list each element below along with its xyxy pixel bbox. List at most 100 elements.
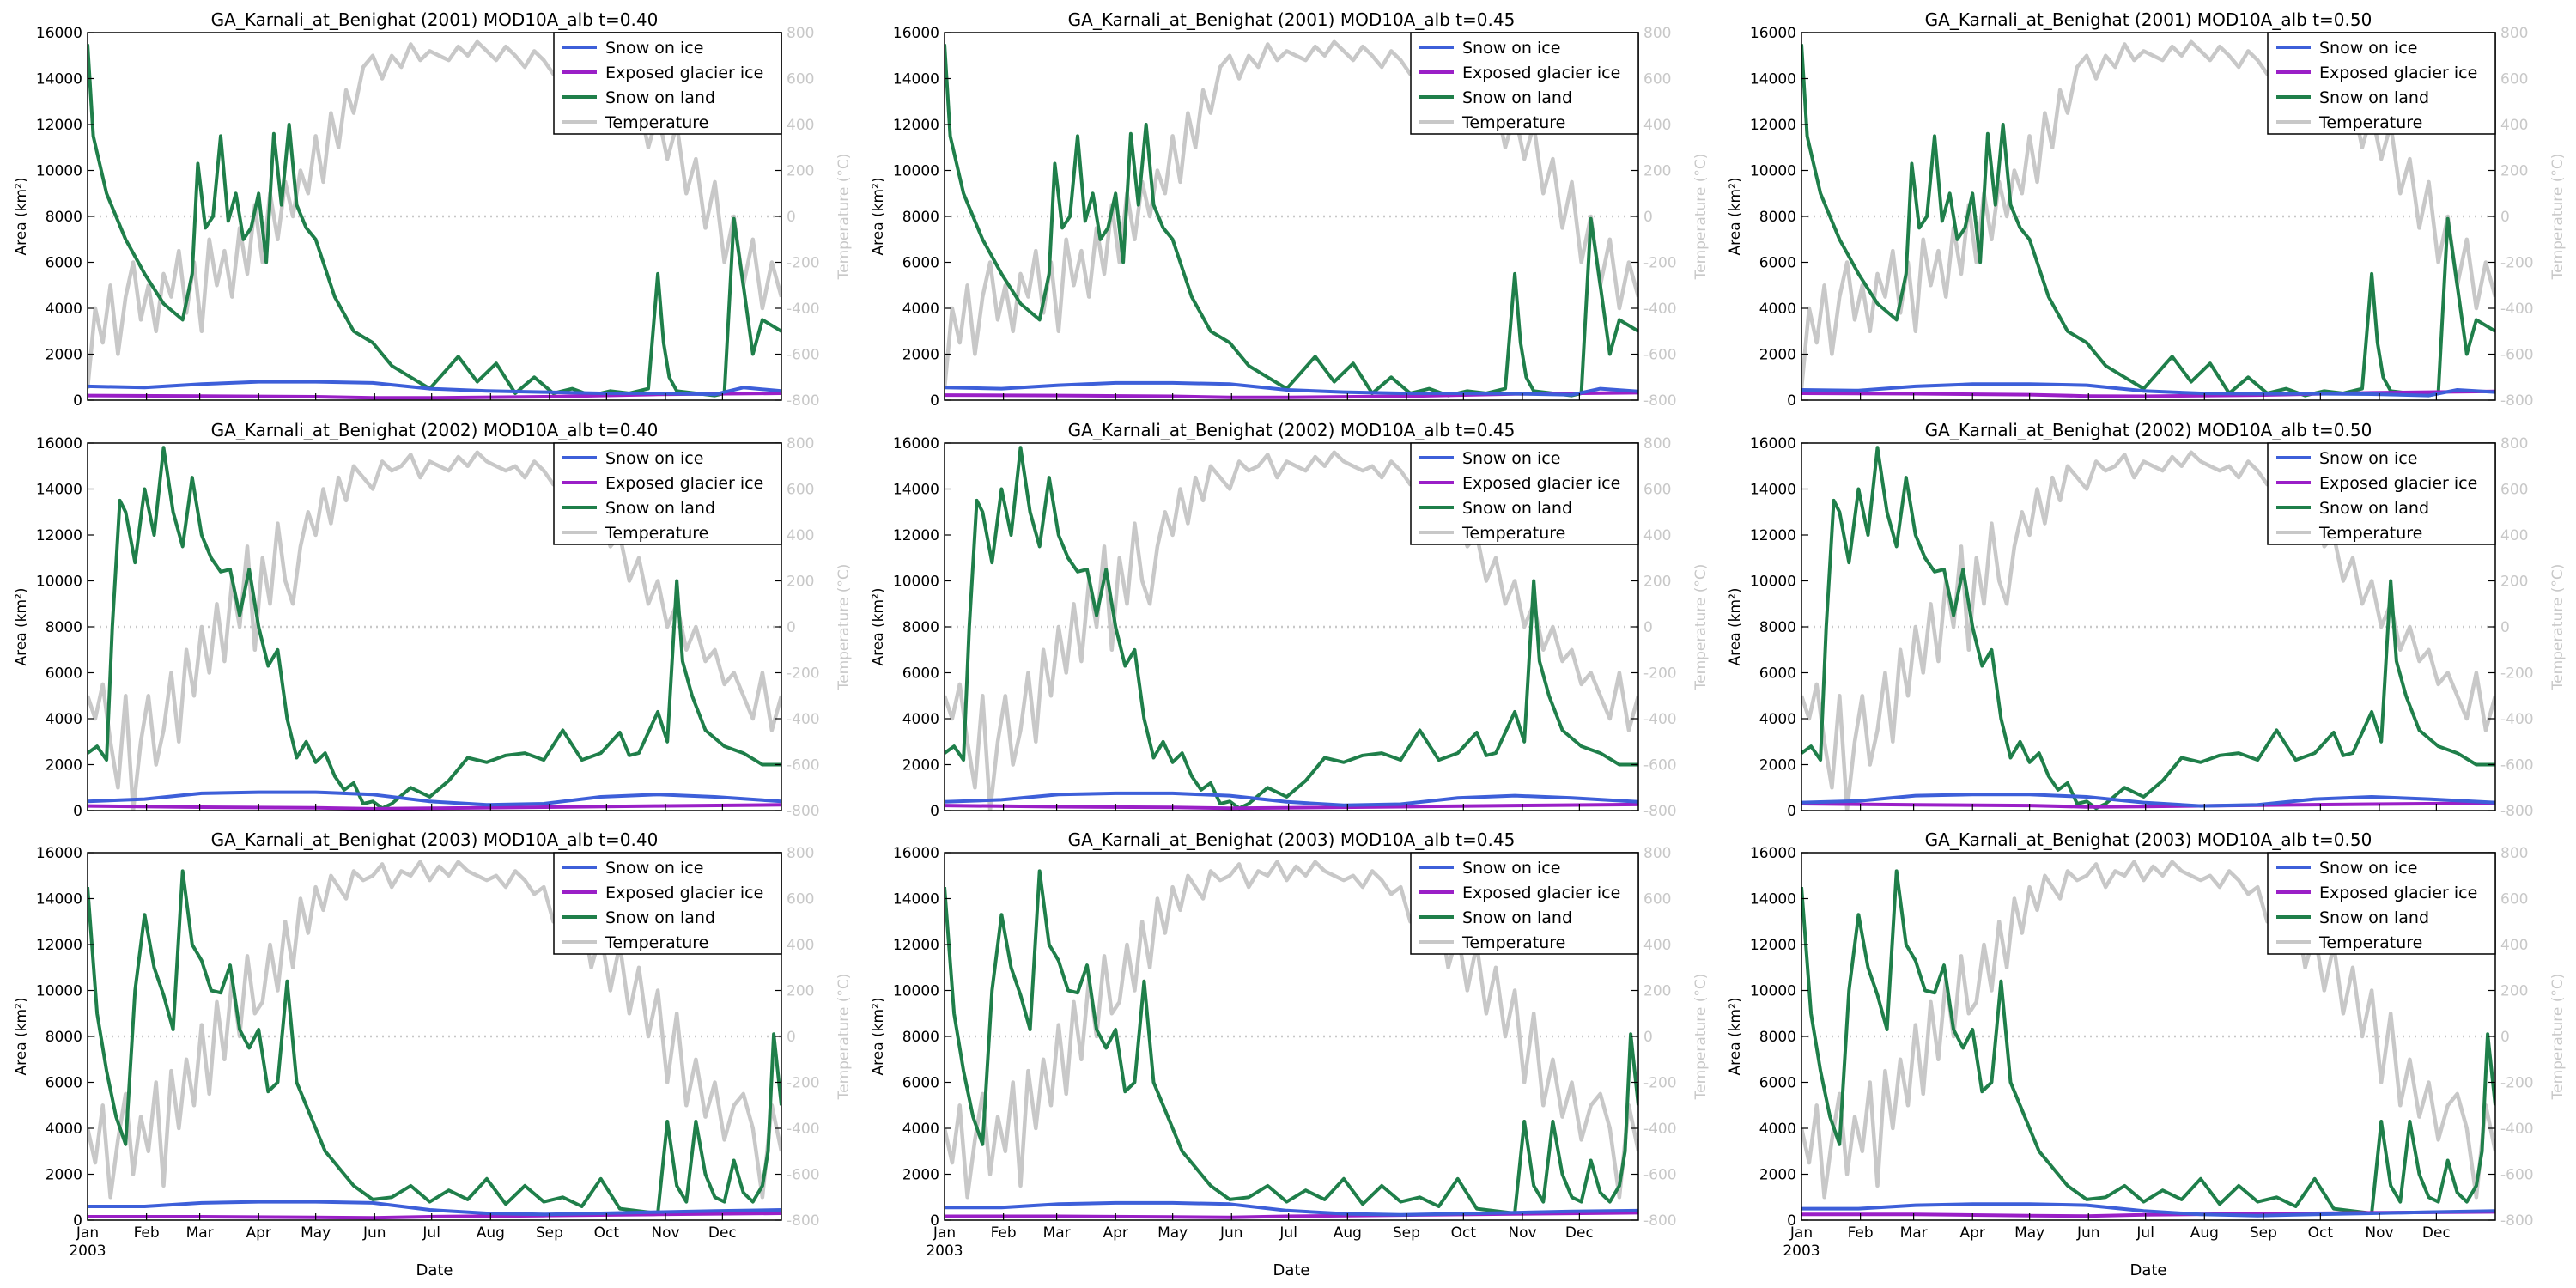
x-tick-label: Jan (1789, 1224, 1813, 1242)
x-tick-label: Feb (991, 1224, 1017, 1242)
y-tick-label: 12000 (1750, 117, 1796, 134)
legend-label: Snow on ice (2319, 449, 2417, 468)
y2-tick-label: -600 (787, 757, 820, 775)
y-tick-label: 10000 (36, 163, 82, 180)
y-tick-label: 0 (73, 803, 82, 820)
y-tick-label: 8000 (46, 1029, 82, 1046)
series-group (88, 860, 781, 1220)
x-year-label: 2003 (1783, 1242, 1820, 1260)
x-tick-label: Sep (536, 1224, 563, 1242)
y-tick-label: 16000 (893, 845, 939, 862)
y-tick-label: 2000 (1759, 757, 1796, 775)
y-tick-label: 8000 (1759, 619, 1796, 636)
legend-label: Exposed glacier ice (2319, 884, 2477, 902)
legend-box (2267, 442, 2496, 545)
y-tick-label: 8000 (46, 619, 82, 636)
y-tick-label: 8000 (1759, 209, 1796, 226)
y2-tick-label: -600 (787, 1167, 820, 1184)
y-tick-label: 4000 (46, 301, 82, 318)
series-line-snow-on-ice (88, 790, 781, 807)
legend-label: Exposed glacier ice (2319, 474, 2477, 493)
series-line-temperature (88, 450, 781, 811)
chart-panel-5: 0200040006000800010000120001400016000-80… (870, 420, 1710, 820)
y-tick-label: 10000 (1750, 163, 1796, 180)
y2-tick-label: 0 (1643, 619, 1653, 636)
legend-label: Snow on land (1462, 88, 1572, 107)
series-line-snow-on-land (1801, 869, 2495, 1215)
legend-label: Snow on ice (605, 449, 703, 468)
legend: Snow on ice Exposed glacier ice Snow on la… (553, 442, 782, 545)
x-tick-label: May (301, 1224, 331, 1242)
series-line-exposed-glacier-ice (1801, 801, 2495, 809)
legend-label: Temperature (605, 113, 708, 132)
y2-tick-label: -200 (2500, 665, 2534, 683)
y2-tick-label: 800 (1643, 435, 1671, 453)
y-tick-label: 12000 (36, 527, 82, 544)
y-tick-label: 10000 (1750, 574, 1796, 591)
legend-box (553, 32, 782, 135)
y-tick-label: 2000 (902, 347, 939, 364)
chart-panel-9: 0200040006000800010000120001400016000-80… (1727, 829, 2567, 1279)
y-tick-label: 6000 (46, 255, 82, 272)
y2-tick-label: -800 (2500, 392, 2534, 410)
x-tick-label: Jul (2136, 1224, 2154, 1242)
y2-tick-label: 200 (2500, 163, 2528, 180)
y-tick-label: 6000 (902, 255, 939, 272)
series-group (945, 446, 1638, 811)
y-axis-label: Area (km²) (1727, 997, 1744, 1075)
y-tick-label: 0 (930, 392, 939, 410)
series-line-snow-on-land (945, 446, 1638, 811)
y2-tick-label: -800 (1643, 1212, 1677, 1230)
legend-label: Exposed glacier ice (1462, 64, 1620, 82)
y2-tick-label: 800 (2500, 845, 2528, 862)
y2-tick-label: 600 (1643, 891, 1671, 908)
series-line-snow-on-ice (945, 380, 1638, 397)
x-tick-label: Aug (1334, 1224, 1362, 1242)
series-line-temperature (1801, 450, 2495, 811)
y-tick-label: 12000 (893, 937, 939, 954)
y2-tick-label: 0 (2500, 1029, 2510, 1046)
y-tick-label: 16000 (1750, 845, 1796, 862)
y-tick-label: 6000 (902, 665, 939, 683)
y-tick-label: 16000 (36, 845, 82, 862)
chart-panel-4: 0200040006000800010000120001400016000-80… (13, 420, 853, 820)
series-line-snow-on-land (1801, 446, 2495, 811)
y2-tick-label: -200 (1643, 255, 1677, 272)
x-tick-label: Apr (1103, 1224, 1128, 1242)
y2-tick-label: 400 (787, 937, 814, 954)
y2-tick-label: 200 (1643, 574, 1671, 591)
legend: Snow on ice Exposed glacier ice Snow on la… (2267, 442, 2496, 545)
y2-tick-label: -200 (1643, 665, 1677, 683)
legend-label: Snow on land (1462, 499, 1572, 518)
y2-tick-label: 200 (2500, 983, 2528, 1000)
y-tick-label: 2000 (46, 347, 82, 364)
x-tick-label: Jul (422, 1224, 440, 1242)
legend-label: Snow on land (605, 908, 715, 927)
y2-tick-label: 400 (2500, 527, 2528, 544)
y2-tick-label: 0 (2500, 619, 2510, 636)
chart-title: GA_Karnali_at_Benighat (2001) MOD10A_alb… (1925, 9, 2372, 30)
y-tick-label: 10000 (893, 574, 939, 591)
y2-tick-label: -600 (1643, 757, 1677, 775)
x-tick-label: Sep (1393, 1224, 1420, 1242)
y-tick-label: 2000 (1759, 347, 1796, 364)
legend-label: Temperature (2318, 524, 2422, 543)
y2-tick-label: 600 (787, 71, 814, 88)
legend-label: Temperature (605, 524, 708, 543)
series-group (1801, 446, 2495, 811)
legend-label: Snow on land (2319, 499, 2429, 518)
legend-label: Snow on ice (1462, 449, 1560, 468)
y-tick-label: 4000 (1759, 1121, 1796, 1138)
legend-box (553, 852, 782, 955)
legend: Snow on ice Exposed glacier ice Snow on la… (553, 32, 782, 135)
series-line-temperature (1801, 860, 2495, 1200)
y-tick-label: 10000 (36, 983, 82, 1000)
legend-label: Exposed glacier ice (2319, 64, 2477, 82)
y-tick-label: 4000 (46, 711, 82, 728)
y-tick-label: 6000 (1759, 255, 1796, 272)
chart-panel-3: 0200040006000800010000120001400016000-80… (1727, 9, 2567, 410)
chart-title: GA_Karnali_at_Benighat (2003) MOD10A_alb… (211, 829, 659, 850)
y2-tick-label: 200 (787, 574, 814, 591)
chart-title: GA_Karnali_at_Benighat (2003) MOD10A_alb… (1068, 829, 1516, 850)
y2-axis-label: Temperature (°C) (2549, 564, 2567, 691)
